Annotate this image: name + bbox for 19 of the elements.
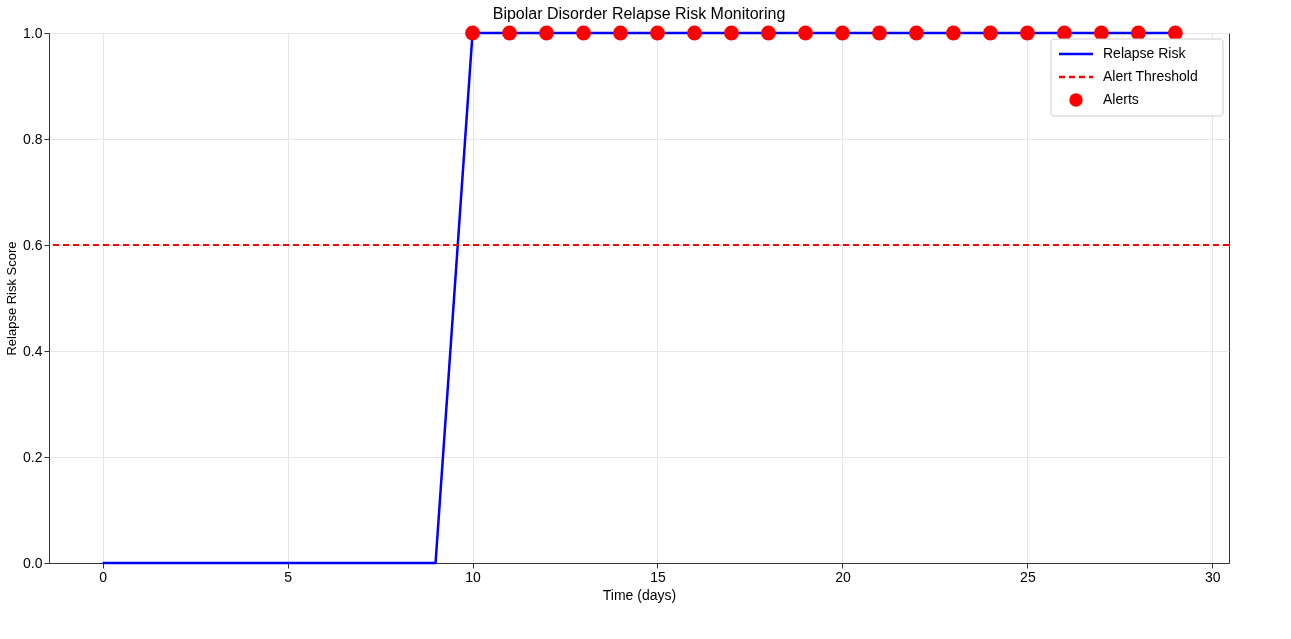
x-tick-label: 0: [99, 568, 108, 585]
y-tick-label: 0.8: [23, 130, 43, 147]
x-axis-title: Time (days): [602, 586, 677, 603]
y-tick-label: 0.2: [23, 448, 43, 465]
x-tick-label: 25: [1020, 568, 1036, 585]
y-tick-label: 1.0: [23, 24, 43, 41]
legend-label: Alert Threshold: [1103, 68, 1198, 84]
y-tick-label: 0.4: [23, 342, 43, 359]
x-tick-label: 5: [284, 568, 293, 585]
chart-title: Bipolar Disorder Relapse Risk Monitoring: [492, 4, 786, 22]
x-tick-label: 10: [465, 568, 482, 585]
x-tick-label: 30: [1205, 568, 1221, 585]
legend-label: Alerts: [1103, 91, 1139, 107]
legend-label: Relapse Risk: [1103, 45, 1187, 61]
y-tick-label: 0.6: [23, 236, 43, 253]
x-tick-label: 20: [835, 568, 851, 585]
x-tick-label: 15: [650, 568, 666, 585]
y-tick-label: 0.0: [23, 554, 43, 571]
y-axis-title: Relapse Risk Score: [4, 241, 20, 356]
